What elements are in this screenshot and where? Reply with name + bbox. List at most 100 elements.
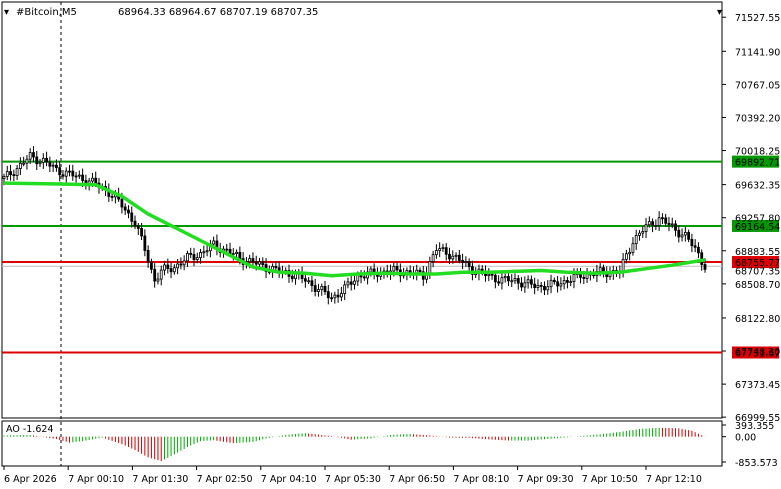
candle-body (274, 265, 278, 269)
candle-body (172, 267, 176, 273)
candle-body (120, 198, 124, 208)
candle-body (556, 281, 559, 287)
candle-body (163, 264, 166, 271)
candle-body (182, 260, 186, 266)
ao-pane-border (1, 420, 723, 467)
price-tick-label: 67373.45 (735, 380, 780, 391)
candle-body (493, 274, 497, 283)
candle-body (205, 250, 209, 253)
candle-body (2, 176, 6, 180)
candle-body (35, 156, 39, 165)
candle-body (510, 280, 514, 283)
candle-body (199, 252, 202, 259)
candle-body (467, 261, 471, 268)
main-pane-border (1, 1, 723, 419)
candle-body (38, 161, 42, 165)
candle-body (674, 223, 677, 231)
candle-body (5, 171, 9, 177)
candle-body (179, 263, 183, 266)
candle-body (254, 261, 258, 265)
level-label-box (732, 155, 779, 168)
candle-body (333, 294, 337, 299)
candle-body (133, 220, 137, 227)
time-tick-label: 7 Apr 05:30 (325, 474, 381, 485)
candle-body (418, 269, 422, 273)
candle-body (657, 217, 661, 226)
candle-body (156, 278, 160, 282)
candle-body (644, 224, 648, 233)
candle-body (497, 281, 501, 284)
price-tick-label: 70767.05 (735, 80, 780, 91)
candle-body (32, 152, 35, 158)
candle-body (664, 217, 668, 224)
time-tick-label: 7 Apr 00:10 (68, 474, 124, 485)
price-tick-label: 70018.25 (735, 147, 780, 158)
candle-body (582, 276, 586, 279)
time-tick-label: 7 Apr 01:30 (132, 474, 188, 485)
ao-histogram: AO -1.624 (3, 424, 706, 462)
scroll-triangle-icon[interactable]: ▾ (717, 7, 722, 18)
candle-body (349, 281, 353, 285)
candle-body (143, 235, 147, 251)
candle-body (310, 280, 314, 286)
candle-body (647, 221, 651, 226)
candle-body (697, 246, 700, 254)
candle-body (500, 277, 504, 284)
time-tick-label: 6 Apr 2026 (4, 474, 57, 485)
candle-body (464, 261, 468, 263)
price-tick-label: 68122.80 (735, 314, 780, 325)
candle-body (539, 284, 543, 287)
candle-body (598, 267, 602, 272)
candle-body (703, 264, 707, 270)
candle-body (428, 261, 432, 274)
candle-body (22, 162, 26, 165)
menu-triangle-icon[interactable]: ▾ (4, 7, 9, 18)
level-label: 68755.77 (735, 258, 780, 269)
price-tick-label: 68883.55 (735, 247, 780, 258)
candle-body (303, 278, 307, 282)
moving-average (3, 181, 706, 278)
candle-body (202, 251, 206, 254)
candle-body (471, 266, 474, 275)
candle-body (61, 174, 65, 177)
candle-body (356, 274, 360, 282)
candle-body (634, 235, 638, 245)
time-tick-label: 7 Apr 10:50 (582, 474, 638, 485)
candle-body (150, 261, 153, 270)
candle-body (543, 285, 546, 291)
candle-body (641, 231, 645, 234)
candle-body (248, 258, 252, 263)
candle-body (323, 286, 327, 293)
candle-body (153, 268, 157, 282)
candle-body (552, 279, 556, 283)
candle-body (317, 289, 320, 292)
time-axis: 6 Apr 2026 7 Apr 00:10 7 Apr 01:30 7 Apr 02… (3, 466, 702, 485)
time-tick-label: 7 Apr 08:10 (453, 474, 509, 485)
candle-body (176, 263, 180, 269)
candle-body (624, 253, 628, 260)
ohlc-values: 68964.33 68964.67 68707.19 68707.35 (118, 7, 318, 18)
time-tick-label: 7 Apr 04:10 (261, 474, 317, 485)
candle-body (9, 171, 12, 176)
candle-body (326, 291, 330, 299)
candle-body (146, 250, 150, 263)
candle-body (18, 162, 22, 169)
candle-body (562, 280, 566, 285)
candle-body (68, 170, 71, 173)
candle-body (212, 240, 216, 245)
candle-body (434, 250, 438, 256)
price-candles (2, 146, 707, 305)
candle-body (631, 243, 635, 253)
candle-body (110, 195, 114, 198)
candle-body (526, 279, 530, 284)
candle-body (683, 232, 687, 236)
candle-body (74, 175, 78, 178)
candle-body (533, 283, 537, 288)
candle-body (258, 261, 261, 265)
time-tick-label: 7 Apr 02:50 (197, 474, 253, 485)
chart-frame (1, 1, 723, 467)
candle-body (448, 253, 451, 260)
candle-body (307, 280, 311, 283)
price-axis: 71527.55 71141.90 70767.05 70392.20 70018.25… (722, 13, 780, 469)
candle-body (25, 158, 29, 164)
